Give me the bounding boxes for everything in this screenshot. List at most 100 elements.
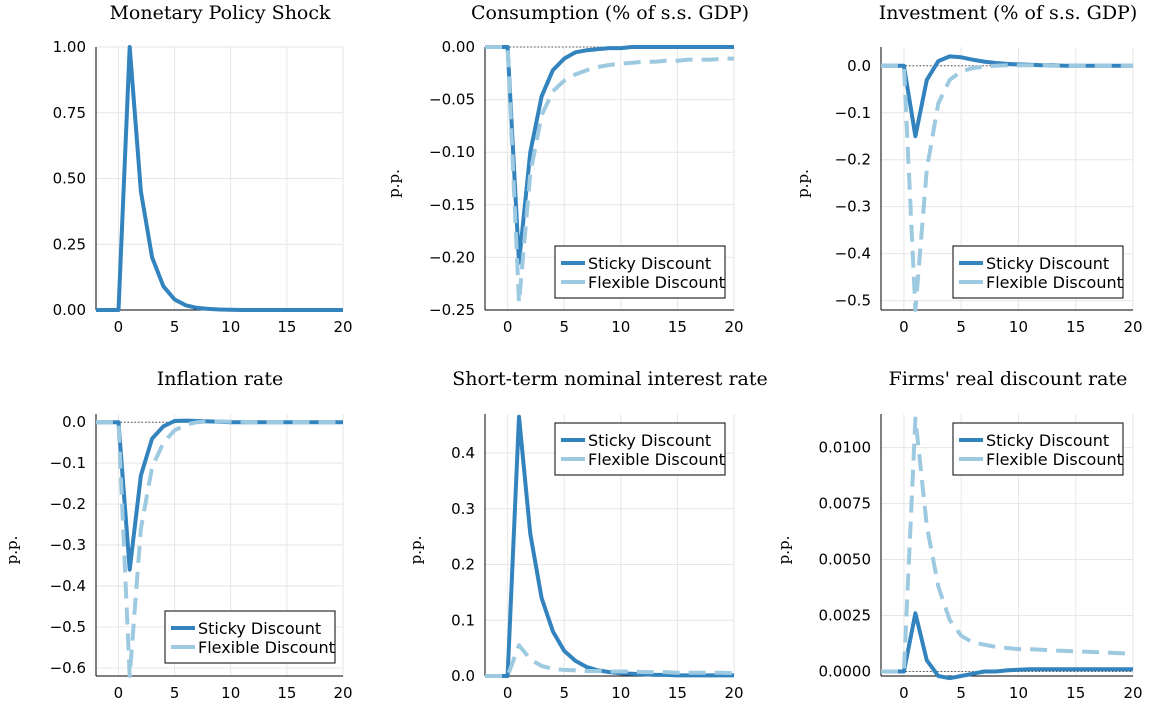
y-tick-label: −0.2 bbox=[50, 495, 86, 513]
legend-entry: Sticky Discount bbox=[588, 431, 711, 450]
x-tick-label: 0 bbox=[503, 318, 513, 336]
x-tick-label: 15 bbox=[668, 318, 687, 336]
x-tick-label: 0 bbox=[899, 684, 909, 702]
legend-box bbox=[952, 422, 1124, 476]
legend-box bbox=[952, 245, 1124, 299]
x-tick-label: 20 bbox=[724, 684, 743, 702]
y-tick-label: −0.25 bbox=[429, 301, 475, 319]
x-tick-label: 5 bbox=[559, 684, 569, 702]
sticky-discount-line bbox=[881, 611, 1133, 681]
legend-box bbox=[164, 610, 336, 664]
y-tick-label: 0.75 bbox=[53, 104, 86, 122]
x-tick-label: 5 bbox=[559, 318, 569, 336]
flexible-discount-line bbox=[881, 63, 1133, 312]
panel-5: 0 5 10 15 20 0.0 0.1 0.2 0.3 0.4 Short-term nomina… bbox=[407, 368, 768, 702]
legend-entry: Sticky Discount bbox=[986, 254, 1109, 273]
y-tick-label: 0.00 bbox=[442, 38, 475, 56]
y-tick-label: −0.05 bbox=[429, 91, 475, 109]
y-tick-label: 0.0100 bbox=[819, 439, 872, 457]
y-tick-label: 0.0050 bbox=[819, 551, 872, 569]
x-tick-label: 15 bbox=[1066, 318, 1085, 336]
panel-title: Firms' real discount rate bbox=[889, 368, 1128, 390]
sticky-discount-line bbox=[485, 45, 734, 265]
x-tick-label: 20 bbox=[333, 684, 352, 702]
x-tick-label: 15 bbox=[277, 684, 296, 702]
x-tick-label: 10 bbox=[1009, 684, 1028, 702]
y-tick-label: 0.00 bbox=[53, 301, 86, 319]
x-tick-label: 0 bbox=[503, 684, 513, 702]
legend-entry: Flexible Discount bbox=[588, 450, 725, 469]
x-tick-label: 5 bbox=[956, 318, 966, 336]
y-tick-label: 0.0 bbox=[451, 667, 475, 685]
legend-entry: Flexible Discount bbox=[986, 450, 1123, 469]
sticky-discount-line bbox=[485, 414, 734, 678]
x-tick-label: 0 bbox=[114, 318, 124, 336]
y-tick-label: −0.5 bbox=[835, 292, 871, 310]
legend-entry: Sticky Discount bbox=[198, 619, 321, 638]
y-tick-label: −0.20 bbox=[429, 248, 475, 266]
panel-title: Monetary Policy Shock bbox=[109, 2, 331, 24]
y-tick-label: 0.1 bbox=[451, 611, 475, 629]
y-tick-label: 0.25 bbox=[53, 235, 86, 253]
x-tick-label: 20 bbox=[333, 318, 352, 336]
legend-entry: Flexible Discount bbox=[986, 273, 1123, 292]
flexible-discount-line bbox=[881, 416, 1134, 674]
x-tick-label: 15 bbox=[668, 684, 687, 702]
panel-title: Investment (% of s.s. GDP) bbox=[879, 2, 1138, 24]
panel-title: Inflation rate bbox=[157, 368, 283, 390]
y-tick-label: −0.3 bbox=[50, 536, 86, 554]
y-axis-label: p.p. bbox=[775, 536, 793, 565]
flexible-discount-line bbox=[485, 643, 735, 678]
x-tick-label: 15 bbox=[277, 318, 296, 336]
y-tick-label: 0.3 bbox=[451, 500, 475, 518]
legend-entry: Sticky Discount bbox=[986, 431, 1109, 450]
shock-line bbox=[96, 45, 343, 312]
legend-entry: Flexible Discount bbox=[588, 273, 725, 292]
panel-2: 0 5 10 15 20 −0.25 −0.20 −0.15 −0.10 −0.05 0.00 Con… bbox=[385, 2, 749, 336]
y-tick-label: −0.4 bbox=[50, 577, 86, 595]
y-tick-label: −0.1 bbox=[50, 454, 86, 472]
x-tick-label: 10 bbox=[611, 684, 630, 702]
legend-box bbox=[554, 422, 726, 476]
y-tick-label: 0.50 bbox=[53, 170, 86, 188]
x-tick-label: 15 bbox=[1066, 684, 1085, 702]
x-tick-label: 10 bbox=[611, 318, 630, 336]
x-tick-label: 5 bbox=[956, 684, 966, 702]
y-tick-label: −0.2 bbox=[835, 151, 871, 169]
y-tick-label: −0.6 bbox=[50, 659, 86, 677]
panel-1: 0 5 10 15 20 0.00 0.25 0.50 0.75 1.00 Monetary Pol… bbox=[53, 2, 353, 336]
legend-box bbox=[554, 245, 726, 299]
y-tick-label: 0.0 bbox=[62, 413, 86, 431]
y-axis-label: p.p. bbox=[385, 169, 403, 198]
x-tick-label: 10 bbox=[1009, 318, 1028, 336]
y-tick-label: 0.0025 bbox=[819, 607, 872, 625]
y-axis-label: p.p. bbox=[3, 536, 21, 565]
x-tick-label: 5 bbox=[170, 318, 180, 336]
x-tick-label: 5 bbox=[170, 684, 180, 702]
y-tick-label: −0.3 bbox=[835, 198, 871, 216]
y-tick-label: −0.4 bbox=[835, 245, 871, 263]
panel-3: 0 5 10 15 20 −0.5 −0.4 −0.3 −0.2 −0.1 0.0 Investmen… bbox=[794, 2, 1143, 336]
y-tick-label: −0.5 bbox=[50, 618, 86, 636]
y-tick-label: 0.4 bbox=[451, 444, 475, 462]
y-tick-label: −0.1 bbox=[835, 104, 871, 122]
panel-6: 0 5 10 15 20 0.0000 0.0025 0.0050 0.0075 0.0100 Fi… bbox=[775, 368, 1143, 702]
x-tick-label: 0 bbox=[899, 318, 909, 336]
panel-title: Short-term nominal interest rate bbox=[452, 368, 768, 390]
y-tick-label: 0.0 bbox=[847, 57, 871, 75]
x-tick-label: 10 bbox=[221, 684, 240, 702]
legend-entry: Sticky Discount bbox=[588, 254, 711, 273]
flexible-discount-line bbox=[96, 419, 343, 678]
panel-title: Consumption (% of s.s. GDP) bbox=[471, 2, 749, 24]
x-tick-label: 10 bbox=[221, 318, 240, 336]
y-tick-label: 1.00 bbox=[53, 38, 86, 56]
y-tick-label: −0.10 bbox=[429, 143, 475, 161]
legend-entry: Flexible Discount bbox=[198, 638, 335, 657]
